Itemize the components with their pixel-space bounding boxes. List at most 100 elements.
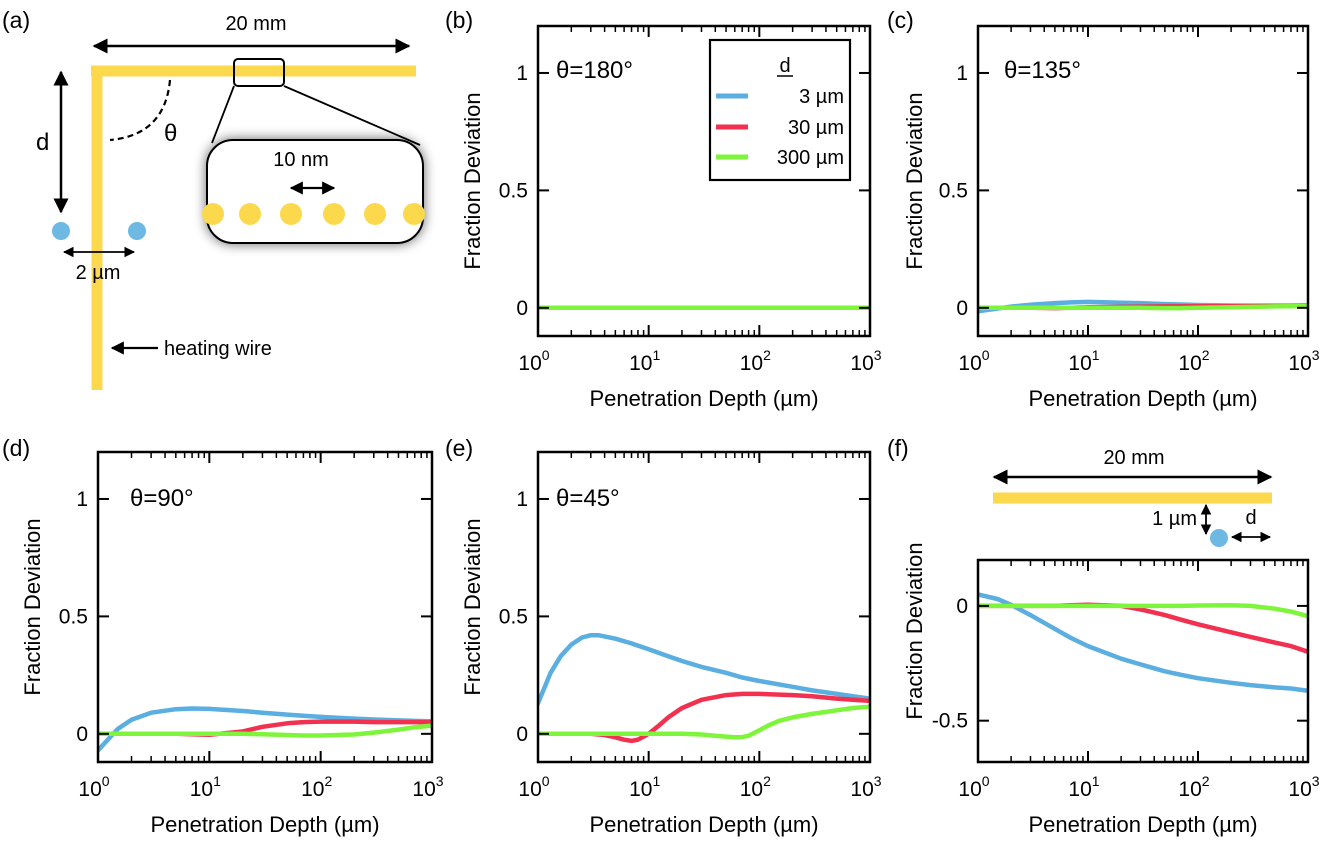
x-tick-exponent: 1: [652, 347, 660, 363]
panel-label: (f): [887, 435, 909, 461]
x-tick-label: 101: [1068, 347, 1099, 375]
x-tick-label: 100: [518, 773, 549, 801]
y-tick-label: 0.5: [499, 179, 528, 202]
panel-label: (c): [887, 7, 914, 33]
spacing-label: 2 µm: [76, 262, 121, 284]
d-label: d: [36, 129, 49, 156]
x-tick-label: 102: [1178, 773, 1209, 801]
zoom-window: [233, 58, 285, 87]
x-tick-label: 103: [1288, 773, 1319, 801]
x-axis-title: Penetration Depth (µm): [589, 386, 818, 411]
x-tick-exponent: 0: [982, 773, 990, 789]
x-tick-exponent: 2: [324, 773, 332, 789]
x-tick-label: 101: [1068, 773, 1099, 801]
plot-frame: [976, 24, 1310, 338]
x-tick-exponent: 3: [1312, 773, 1320, 789]
x-tick-exponent: 1: [652, 773, 660, 789]
y-tick-label: 1: [516, 62, 528, 85]
x-tick-exponent: 0: [982, 347, 990, 363]
schematic-a: (a) 20 mm d θ 2 µm 10 nm heating wire: [2, 7, 425, 390]
legend-title: d: [779, 55, 790, 77]
series-line-3m: [978, 592, 1308, 694]
theta-label: θ: [164, 120, 177, 147]
panel-label: (b): [445, 7, 473, 33]
y-axis-title: Fraction Deviation: [902, 542, 927, 719]
y-axis-title: Fraction Deviation: [902, 92, 927, 269]
x-tick-exponent: 0: [102, 773, 110, 789]
atom-dot: [403, 203, 425, 225]
x-tick-exponent: 0: [542, 773, 550, 789]
y-axis-title: Fraction Deviation: [460, 92, 485, 269]
x-tick-label: 103: [412, 773, 443, 801]
y-tick-label: 0.5: [939, 179, 968, 202]
wire-label: heating wire: [164, 338, 272, 360]
panel-label: (d): [2, 435, 30, 461]
legend: d 3 µm 30 µm 300 µm: [708, 38, 852, 182]
sensor-dot-right: [128, 222, 146, 240]
x-tick-label: 103: [1288, 347, 1319, 375]
y-tick-label: 0: [516, 297, 528, 320]
x-tick-exponent: 3: [874, 347, 882, 363]
series-line-300m: [978, 303, 1308, 311]
atom-dot: [364, 203, 386, 225]
x-tick-label: 103: [850, 773, 881, 801]
theta-arc: [109, 79, 172, 142]
atom-dot: [239, 203, 261, 225]
f-length-label: 20 mm: [1103, 447, 1164, 469]
plot-frame: [976, 558, 1310, 764]
x-axis-title: Penetration Depth (µm): [1028, 812, 1257, 837]
series-line-300m: [978, 602, 1308, 619]
y-tick-label: 0.5: [499, 605, 528, 628]
angle-annotation: θ=45°: [556, 485, 620, 512]
x-tick-exponent: 1: [1092, 347, 1100, 363]
y-axis-title: Fraction Deviation: [460, 518, 485, 695]
plot-frame: [536, 24, 872, 338]
y-tick-label: 1: [516, 488, 528, 511]
zoom-line-left: [211, 85, 235, 144]
angle-annotation: θ=135°: [1004, 57, 1081, 84]
atom-dot: [202, 203, 224, 225]
atom-dot: [323, 203, 345, 225]
x-tick-label: 101: [629, 347, 660, 375]
angle-annotation: θ=90°: [130, 485, 194, 512]
legend-label-3um: 3 µm: [799, 86, 844, 108]
schematic-f: 20 mm 1 µm d: [992, 447, 1273, 547]
f-height-label: 1 µm: [1152, 508, 1197, 530]
y-tick-label: 1: [956, 62, 968, 85]
length-label: 20 mm: [225, 13, 286, 35]
x-tick-label: 102: [740, 773, 771, 801]
atom-dots: [202, 203, 425, 225]
x-tick-exponent: 3: [874, 773, 882, 789]
x-tick-label: 102: [301, 773, 332, 801]
x-tick-exponent: 2: [763, 773, 771, 789]
x-tick-label: 103: [850, 347, 881, 375]
y-tick-label: 0.5: [59, 605, 88, 628]
atom-dot: [280, 203, 302, 225]
x-tick-label: 102: [740, 347, 771, 375]
x-tick-exponent: 2: [763, 347, 771, 363]
y-tick-label: -0.5: [932, 710, 968, 733]
x-tick-label: 100: [958, 773, 989, 801]
x-tick-exponent: 1: [1092, 773, 1100, 789]
x-tick-label: 100: [518, 347, 549, 375]
panel-label-a: (a): [2, 7, 30, 33]
x-axis-title: Penetration Depth (µm): [589, 812, 818, 837]
series-line-3m: [98, 706, 432, 753]
y-axis-title: Fraction Deviation: [20, 518, 45, 695]
y-tick-label: 0: [956, 297, 968, 320]
y-tick-label: 0: [516, 723, 528, 746]
y-tick-label: 0: [956, 595, 968, 618]
plot-frame: [96, 450, 434, 764]
legend-label-30um: 30 µm: [788, 117, 844, 139]
x-tick-exponent: 2: [1202, 773, 1210, 789]
zoom-line-right: [283, 85, 421, 146]
zoom-label: 10 nm: [273, 149, 329, 171]
y-tick-label: 0: [76, 723, 88, 746]
panel-label: (e): [445, 435, 473, 461]
x-tick-label: 102: [1178, 347, 1209, 375]
sensor-dot-left: [52, 222, 70, 240]
f-sensor-dot: [1210, 529, 1228, 547]
x-tick-exponent: 3: [436, 773, 444, 789]
